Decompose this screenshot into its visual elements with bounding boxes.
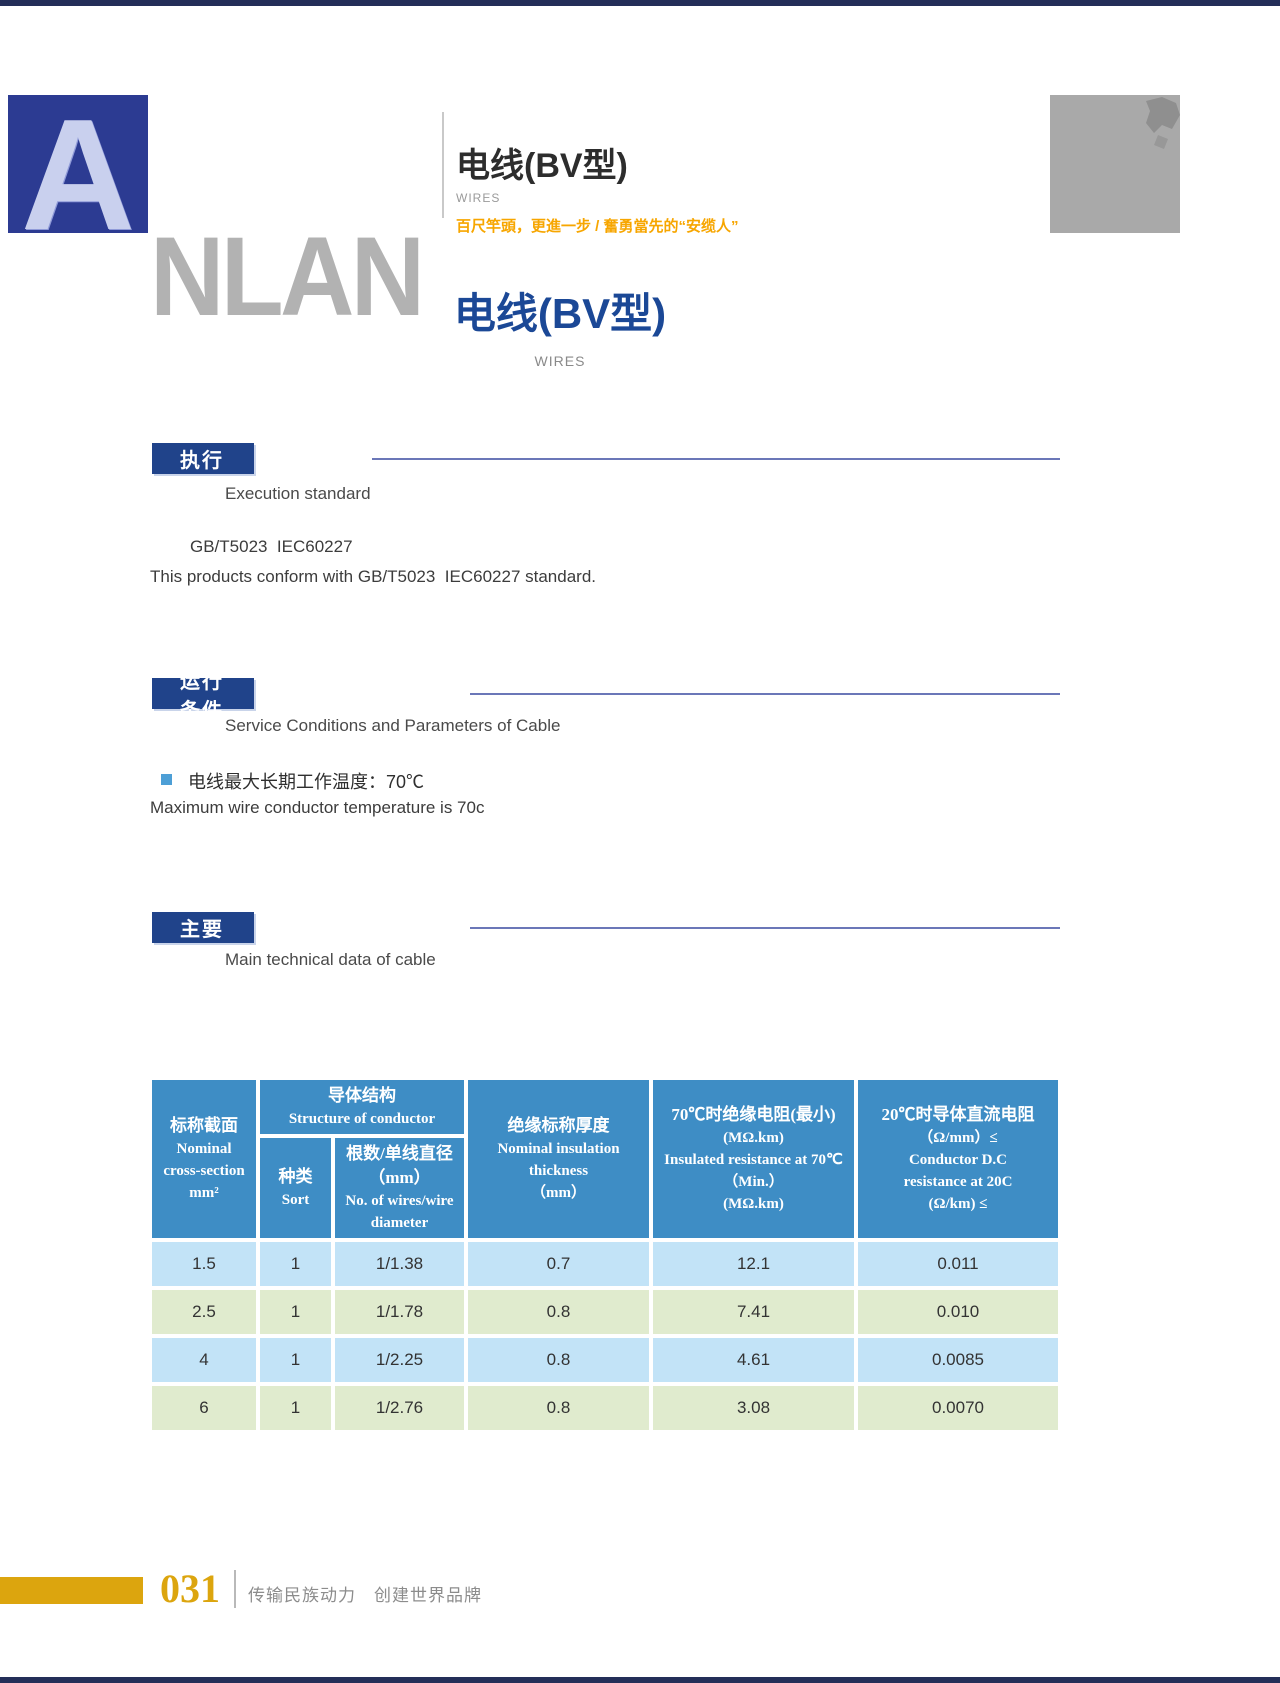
page-title: 电线(BV型)	[453, 290, 667, 337]
th-line: Nominal	[176, 1141, 232, 1157]
cell-wires: 1/2.76	[333, 1384, 466, 1432]
bottom-edge-bar	[0, 1677, 1280, 1683]
cell-thickness: 0.8	[466, 1288, 651, 1336]
th-line: diameter	[370, 1215, 429, 1231]
cell-wires: 1/2.25	[333, 1336, 466, 1384]
cell-dc20: 0.010	[856, 1288, 1060, 1336]
section-1-heading-box: 一、执行标准	[152, 421, 254, 501]
service-condition-cn: 电线最大长期工作温度：70℃	[188, 772, 425, 792]
page-subtitle: WIRES	[534, 353, 586, 369]
top-edge-bar	[0, 0, 1280, 6]
page-title-block: 电线(BV型) WIRES	[360, 280, 760, 369]
section-1-rule	[372, 458, 1060, 460]
th-insulation-thickness: 绝缘标称厚度 Nominal insulation thickness （mm）	[466, 1078, 651, 1240]
standard-line: GB/T5023 IEC60227	[190, 537, 353, 556]
th-line: Sort	[281, 1192, 310, 1208]
th-line: 绝缘标称厚度	[507, 1116, 610, 1135]
th-line: 标称截面	[170, 1116, 238, 1135]
cell-dc20: 0.0070	[856, 1384, 1060, 1432]
cell-wires: 1/1.38	[333, 1240, 466, 1288]
table-row: 1.5 1 1/1.38 0.7 12.1 0.011	[150, 1240, 1060, 1288]
header-titles: 电线(BV型) WIRES 百尺竿頭，更進一步 / 奮勇當先的“安缆人”	[456, 138, 1056, 236]
cell-sort: 1	[258, 1240, 333, 1288]
cell-dc20: 0.011	[856, 1240, 1060, 1288]
th-line: Structure of conductor	[288, 1111, 436, 1127]
cell-dc20: 0.0085	[856, 1336, 1060, 1384]
th-line: Conductor D.C	[908, 1152, 1008, 1168]
cell-cross-section: 6	[150, 1384, 258, 1432]
th-nominal-cross-section: 标称截面 Nominal cross-section mm²	[150, 1078, 258, 1240]
th-insulated-resistance-70c: 70℃时绝缘电阻(最小) (MΩ.km) Insulated resistanc…	[651, 1078, 856, 1240]
table-row: 4 1 1/2.25 0.8 4.61 0.0085	[150, 1336, 1060, 1384]
th-conductor-structure-group: 导体结构 Structure of conductor	[258, 1078, 466, 1136]
th-line: 20℃时导体直流电阻	[881, 1105, 1035, 1124]
cell-resistance70: 7.41	[651, 1288, 856, 1336]
header-product-subtitle: WIRES	[456, 191, 501, 205]
section-2-subheading: Service Conditions and Parameters of Cab…	[225, 716, 561, 735]
brand-wordmark: NLAN	[150, 214, 425, 339]
cell-cross-section: 2.5	[150, 1288, 258, 1336]
section-3-subheading: Main technical data of cable	[225, 950, 436, 969]
th-line: （Ω/mm）≤	[918, 1130, 998, 1146]
th-wires-diameter: 根数/单线直径 （mm） No. of wires/wire diameter	[333, 1136, 466, 1240]
cell-resistance70: 3.08	[651, 1384, 856, 1432]
th-line: 种类	[278, 1167, 313, 1186]
cell-thickness: 0.8	[466, 1336, 651, 1384]
th-line: thickness	[528, 1163, 589, 1179]
section-3-rule	[470, 927, 1060, 929]
conformity-line: This products conform with GB/T5023 IEC6…	[150, 567, 597, 586]
table-row: 2.5 1 1/1.78 0.8 7.41 0.010	[150, 1288, 1060, 1336]
th-line: （mm）	[531, 1185, 586, 1201]
cell-resistance70: 12.1	[651, 1240, 856, 1288]
brand-logo: A	[8, 95, 148, 233]
th-line: No. of wires/wire	[345, 1193, 454, 1209]
th-line: (Ω/km) ≤	[928, 1196, 988, 1212]
footer-divider	[234, 1570, 236, 1608]
logo-a-letter: A	[20, 95, 136, 233]
cell-cross-section: 1.5	[150, 1240, 258, 1288]
table-row: 6 1 1/2.76 0.8 3.08 0.0070	[150, 1384, 1060, 1432]
cell-thickness: 0.8	[466, 1384, 651, 1432]
th-line: (MΩ.km)	[723, 1130, 784, 1146]
th-line: Nominal insulation	[497, 1141, 620, 1157]
cell-resistance70: 4.61	[651, 1336, 856, 1384]
th-line: 根数/单线直径	[346, 1144, 453, 1163]
section-1-subheading: Execution standard	[225, 484, 371, 503]
th-line: resistance at 20C	[903, 1174, 1013, 1190]
th-line: cross-section	[163, 1163, 245, 1179]
section-3-heading-box: 三、电缆主要技术参数	[152, 861, 254, 999]
header-slogan: 百尺竿頭，更進一步 / 奮勇當先的“安缆人”	[456, 218, 739, 235]
map-silhouette-icon	[1050, 95, 1180, 233]
th-line: (MΩ.km)	[723, 1196, 784, 1212]
th-line: 70℃时绝缘电阻(最小)	[671, 1105, 836, 1124]
service-condition-en: Maximum wire conductor temperature is 70…	[150, 798, 485, 817]
cell-sort: 1	[258, 1384, 333, 1432]
section-2-rule	[470, 693, 1060, 695]
cell-cross-section: 4	[150, 1336, 258, 1384]
th-line: （mm）	[368, 1168, 431, 1187]
th-line: （Min.）	[723, 1174, 784, 1190]
footer-gold-bar	[0, 1577, 143, 1604]
th-sort: 种类 Sort	[258, 1136, 333, 1240]
footer-slogan: 传输民族动力 创建世界品牌	[248, 1586, 482, 1605]
header-divider	[442, 112, 444, 218]
corner-map-image	[1050, 95, 1180, 233]
bullet-square-icon	[161, 774, 172, 785]
th-line: 导体结构	[328, 1086, 396, 1105]
th-line: mm²	[189, 1185, 219, 1201]
spec-table-wrap: 标称截面 Nominal cross-section mm² 导体结构 Stru…	[150, 1078, 1060, 1432]
th-line: Insulated resistance at 70℃	[664, 1152, 843, 1168]
page-number: 031	[160, 1566, 220, 1611]
cell-thickness: 0.7	[466, 1240, 651, 1288]
header-product-title: 电线(BV型)	[456, 147, 628, 185]
section-2-heading-box: 二、电缆运行条件及参数	[152, 613, 254, 780]
spec-table: 标称截面 Nominal cross-section mm² 导体结构 Stru…	[150, 1078, 1060, 1432]
cell-sort: 1	[258, 1288, 333, 1336]
th-dc-resistance-20c: 20℃时导体直流电阻 （Ω/mm）≤ Conductor D.C resista…	[856, 1078, 1060, 1240]
cell-sort: 1	[258, 1336, 333, 1384]
cell-wires: 1/1.78	[333, 1288, 466, 1336]
